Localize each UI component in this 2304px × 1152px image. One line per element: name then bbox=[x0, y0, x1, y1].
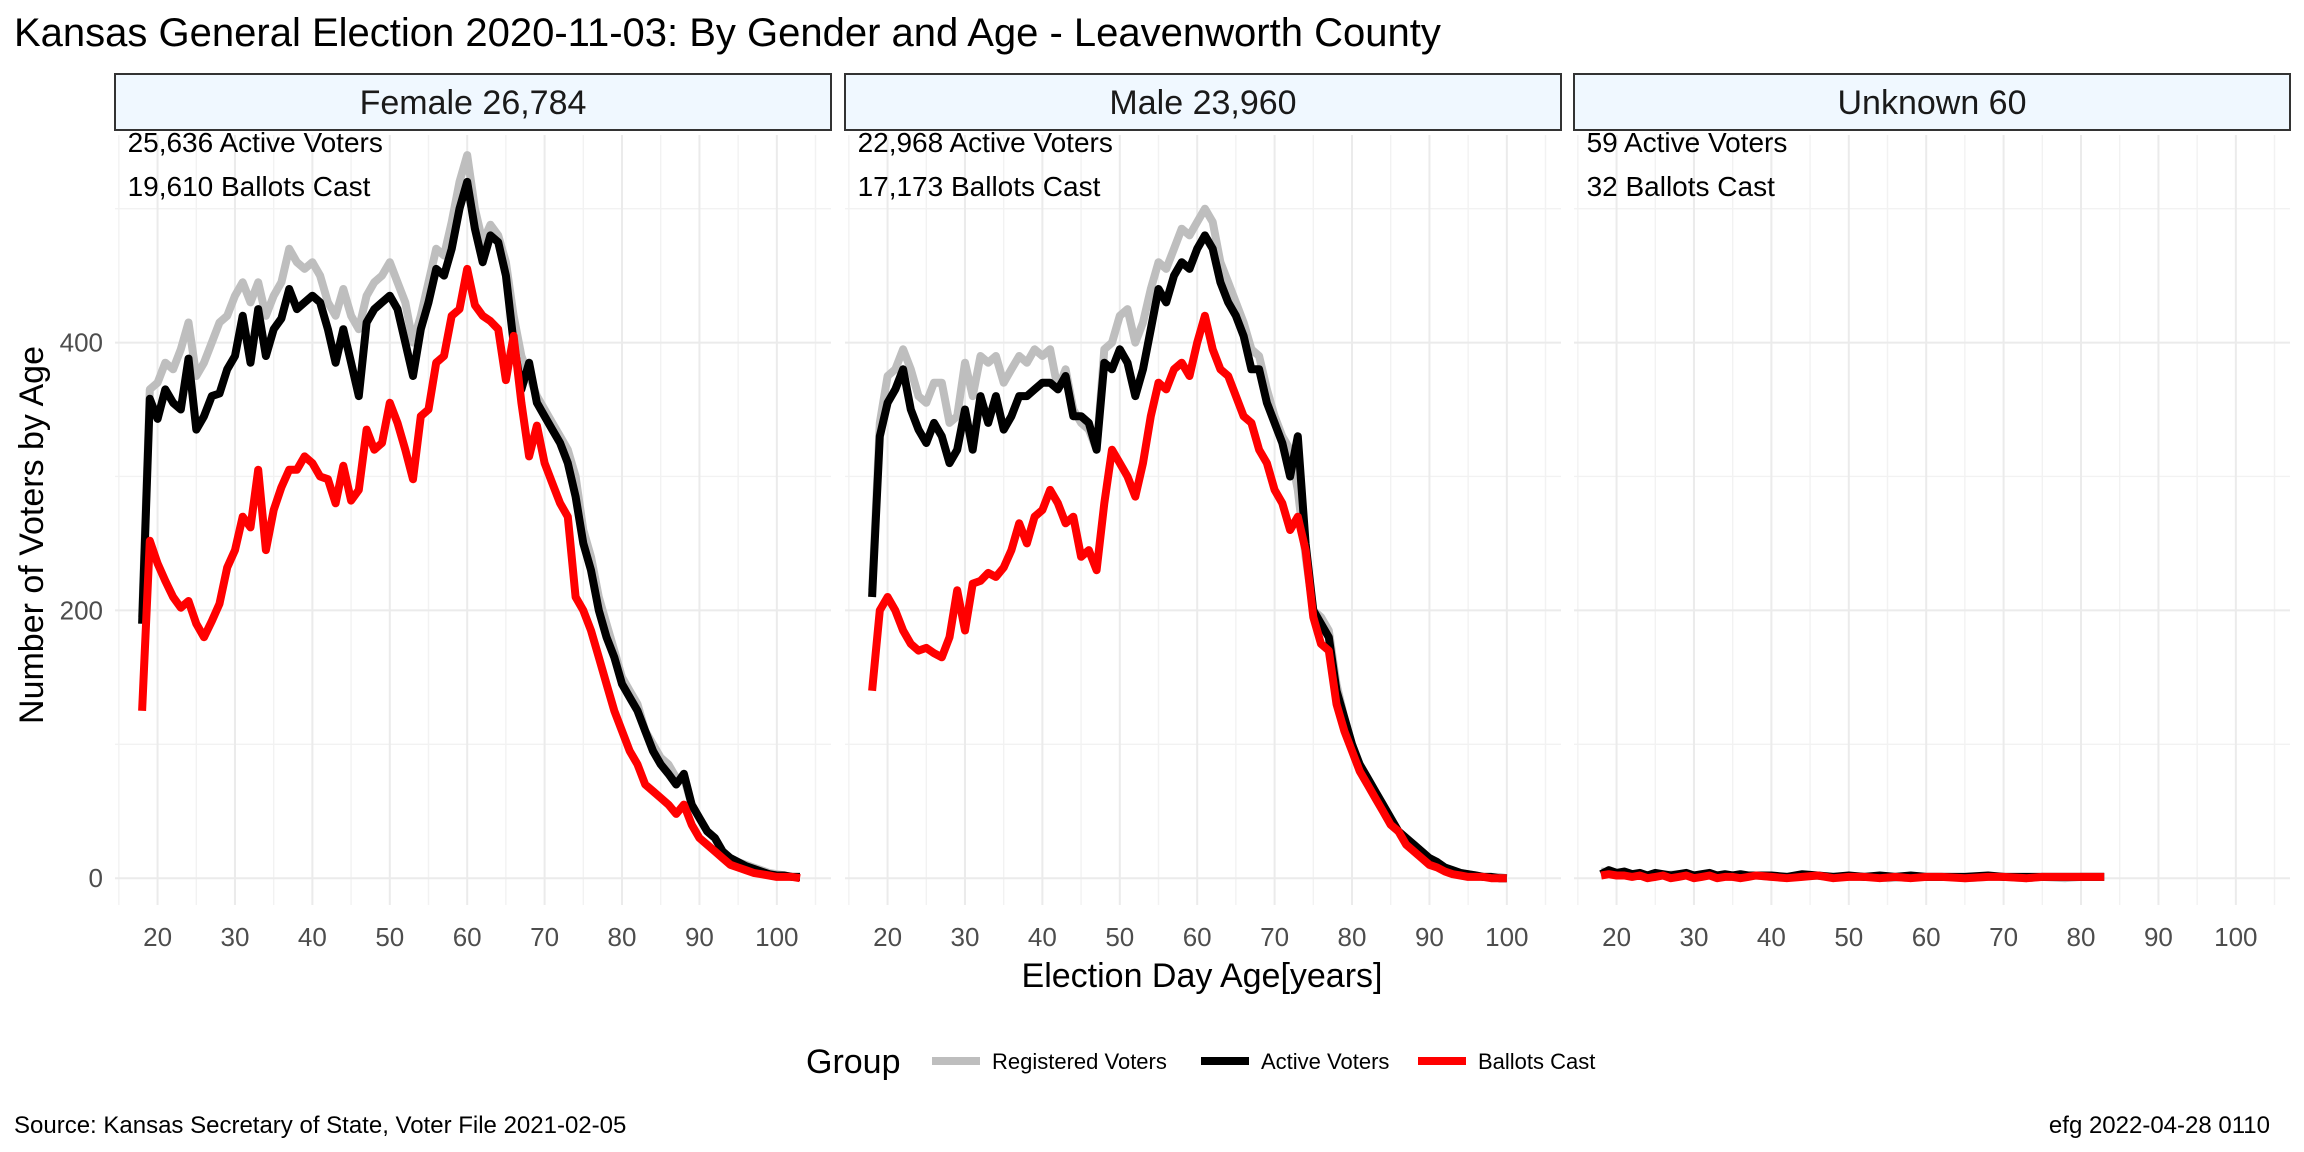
x-tick-label: 20 bbox=[143, 922, 172, 952]
x-axis-title: Election Day Age[years] bbox=[1022, 957, 1383, 995]
panel-annotation: 59 Active Voters bbox=[1587, 127, 1788, 158]
x-tick-label: 40 bbox=[298, 922, 327, 952]
panel-annotation: 19,610 Ballots Cast bbox=[128, 171, 371, 202]
x-tick-label: 100 bbox=[2214, 922, 2257, 952]
x-tick-label: 90 bbox=[1415, 922, 1444, 952]
x-tick-label: 100 bbox=[755, 922, 798, 952]
series-line-ballots-cast bbox=[1600, 870, 2105, 883]
facet-strip-label: Unknown 60 bbox=[1837, 84, 2026, 122]
x-tick-label: 90 bbox=[685, 922, 714, 952]
timestamp-caption: efg 2022-04-28 0110 bbox=[2049, 1112, 2270, 1139]
panel-annotation: 25,636 Active Voters bbox=[128, 127, 383, 158]
series-line-active-voters bbox=[138, 177, 800, 881]
x-tick-label: 50 bbox=[1105, 922, 1134, 952]
panel-annotation: 22,968 Active Voters bbox=[858, 127, 1113, 158]
series-line-active-voters bbox=[868, 231, 1507, 883]
y-axis-title: Number of Voters by Age bbox=[13, 346, 51, 724]
x-tick-label: 20 bbox=[873, 922, 902, 952]
x-tick-label: 40 bbox=[1028, 922, 1057, 952]
panel-1: Female 26,784 25,636 Active Voters 19,610 … bbox=[114, 73, 832, 952]
y-tick-label: 0 bbox=[89, 863, 103, 893]
y-tick-label: 200 bbox=[60, 595, 103, 625]
x-tick-label: 80 bbox=[1338, 922, 1367, 952]
series-line-ballots-cast bbox=[138, 264, 801, 883]
x-tick-label: 70 bbox=[1260, 922, 1289, 952]
x-tick-label: 50 bbox=[375, 922, 404, 952]
legend-label: Registered Voters bbox=[992, 1049, 1167, 1074]
x-tick-label: 80 bbox=[2067, 922, 2096, 952]
facet-strip-label: Male 23,960 bbox=[1109, 84, 1296, 122]
legend-label: Ballots Cast bbox=[1478, 1049, 1595, 1074]
x-tick-label: 70 bbox=[1989, 922, 2018, 952]
x-tick-label: 30 bbox=[951, 922, 980, 952]
chart-title: Kansas General Election 2020-11-03: By G… bbox=[14, 11, 1441, 55]
y-tick-label: 400 bbox=[60, 328, 103, 358]
x-tick-label: 70 bbox=[530, 922, 559, 952]
series-line-registered-voters bbox=[868, 204, 1508, 883]
x-tick-label: 60 bbox=[1183, 922, 1212, 952]
x-tick-label: 20 bbox=[1602, 922, 1631, 952]
source-caption: Source: Kansas Secretary of State, Voter… bbox=[14, 1112, 626, 1139]
facet-strip-label: Female 26,784 bbox=[360, 84, 587, 122]
panel-2: Male 23,960 22,968 Active Voters 17,173 Ba… bbox=[844, 73, 1562, 952]
panel-annotation: 17,173 Ballots Cast bbox=[858, 171, 1101, 202]
x-tick-label: 30 bbox=[1680, 922, 1709, 952]
legend: Group Registered Voters Active Voters Ball… bbox=[806, 1043, 1595, 1081]
x-tick-label: 80 bbox=[608, 922, 637, 952]
x-tick-label: 90 bbox=[2144, 922, 2173, 952]
x-tick-label: 60 bbox=[1912, 922, 1941, 952]
panels: Female 26,784 25,636 Active Voters 19,610 … bbox=[114, 73, 2291, 952]
x-tick-label: 100 bbox=[1485, 922, 1528, 952]
facet-strip bbox=[114, 73, 832, 131]
facet-strip bbox=[844, 73, 1562, 131]
x-tick-label: 30 bbox=[221, 922, 250, 952]
x-tick-label: 50 bbox=[1834, 922, 1863, 952]
panel-3: Unknown 60 59 Active Voters 32 Ballots Cas… bbox=[1573, 73, 2291, 952]
x-tick-label: 60 bbox=[453, 922, 482, 952]
series-line-ballots-cast bbox=[868, 311, 1507, 883]
legend-label: Active Voters bbox=[1261, 1049, 1389, 1074]
x-tick-label: 40 bbox=[1757, 922, 1786, 952]
legend-title: Group bbox=[806, 1043, 901, 1081]
panel-annotation: 32 Ballots Cast bbox=[1587, 171, 1776, 202]
facet-strip bbox=[1573, 73, 2291, 131]
